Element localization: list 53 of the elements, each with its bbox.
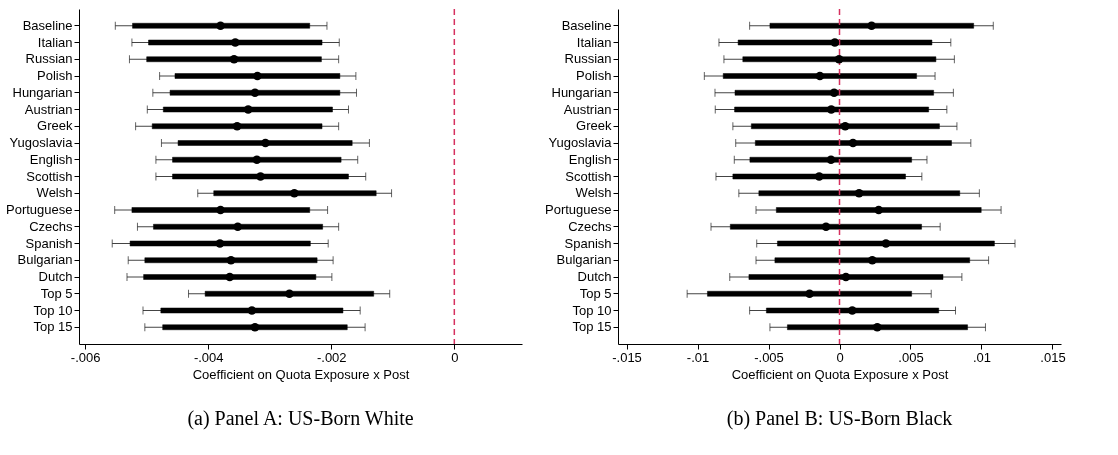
y-tick-label: English: [29, 151, 73, 167]
y-tick-label: Top 10: [572, 302, 612, 318]
y-tick-label: Baseline: [561, 17, 612, 33]
x-tick-label: -.015: [612, 349, 642, 365]
y-tick-label: Welsh: [36, 185, 73, 201]
y-tick-label: Bulgarian: [17, 252, 73, 268]
x-tick-label: .01: [972, 349, 992, 365]
y-tick-label: Yugoslavia: [548, 135, 613, 150]
x-tick-label: .005: [898, 349, 924, 365]
text: (b) Panel B: US-Born Black: [726, 407, 953, 430]
x-tick-label: -.006: [70, 349, 101, 365]
y-tick-label: Dutch: [577, 269, 612, 284]
y-tick-label: Austrian: [563, 101, 612, 117]
y-tick-label: Top 5: [40, 285, 73, 301]
y-tick-label: Polish: [37, 68, 73, 83]
y-tick-label: Polish: [576, 68, 612, 83]
y-tick-label: Portuguese: [6, 202, 73, 217]
y-tick-label: Spanish: [564, 235, 612, 251]
x-tick-label: 0: [836, 349, 844, 365]
y-tick-label: Italian: [576, 34, 612, 50]
y-tick-label: English: [568, 151, 612, 167]
y-tick-label: Scottish: [26, 168, 73, 184]
x-tick-label: -.005: [754, 349, 784, 365]
y-tick-label: Top 5: [579, 285, 612, 301]
y-tick-label: Russian: [564, 51, 612, 67]
y-tick-label: Dutch: [38, 269, 73, 284]
y-tick-label: Austrian: [24, 101, 73, 117]
y-tick-label: Top 15: [572, 319, 612, 335]
y-tick-label: Top 10: [33, 302, 73, 318]
y-tick-label: Russian: [25, 51, 73, 67]
x-tick-label: 0: [451, 349, 459, 365]
x-axis-title: Coefficient on Quota Exposure x Post: [731, 366, 949, 382]
x-tick-label: .015: [1040, 349, 1066, 365]
y-tick-label: Spanish: [25, 235, 73, 251]
x-tick-label: -.004: [193, 349, 224, 365]
y-tick-label: Hungarian: [12, 84, 73, 100]
y-tick-label: Baseline: [22, 17, 73, 33]
x-tick-label: -.002: [316, 349, 347, 365]
y-tick-label: Bulgarian: [556, 252, 612, 268]
y-tick-label: Italian: [37, 34, 73, 50]
text: (a) Panel A: US-Born White: [187, 407, 414, 430]
y-tick-label: Greek: [37, 118, 73, 134]
y-tick-label: Welsh: [575, 185, 612, 201]
y-tick-label: Czechs: [568, 218, 612, 234]
y-tick-label: Czechs: [29, 218, 73, 234]
y-tick-label: Hungarian: [551, 84, 612, 100]
y-tick-label: Greek: [576, 118, 612, 134]
y-tick-label: Portuguese: [545, 202, 612, 217]
y-tick-label: Scottish: [565, 168, 612, 184]
x-axis-title: Coefficient on Quota Exposure x Post: [192, 366, 410, 382]
y-tick-label: Top 15: [33, 319, 73, 335]
x-tick-label: -.01: [686, 349, 710, 365]
y-tick-label: Yugoslavia: [9, 135, 74, 150]
